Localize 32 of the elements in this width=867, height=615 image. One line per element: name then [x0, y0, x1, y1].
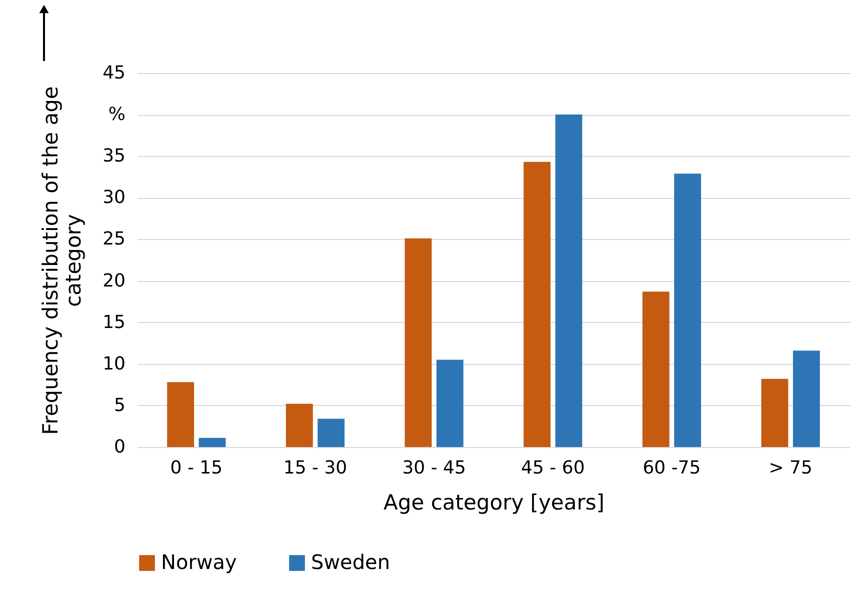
x-axis-title: Age category [years]	[384, 490, 604, 514]
y-tick-label: 0	[114, 436, 126, 458]
bar	[792, 350, 820, 447]
x-tick-label: 60 -75	[642, 458, 701, 478]
bar	[436, 360, 464, 447]
bar	[555, 114, 582, 447]
bar	[286, 404, 313, 447]
y-tick-label: 25	[102, 228, 126, 250]
y-tick-label: 10	[102, 353, 126, 374]
bar	[198, 438, 226, 447]
bar	[167, 382, 194, 447]
bar	[761, 378, 788, 447]
legend-label: Sweden	[311, 550, 390, 574]
x-tick-label: 0 - 15	[170, 458, 223, 478]
bar	[642, 292, 670, 447]
bar	[524, 162, 551, 447]
y-tick-label: 5	[114, 394, 126, 416]
x-tick-label: 30 - 45	[402, 458, 466, 478]
legend-label: Norway	[161, 550, 238, 574]
bar	[674, 174, 702, 447]
bar	[404, 238, 432, 447]
bar	[318, 418, 345, 447]
x-tick-label: 15 - 30	[283, 458, 348, 478]
y-tick-label: 15	[102, 312, 126, 333]
y-tick-label: 20	[102, 270, 126, 292]
y-tick-label: 30	[102, 187, 126, 208]
x-tick-label: 45 - 60	[521, 458, 585, 478]
x-tick-label: > 75	[768, 458, 812, 478]
y-axis-title: Frequency distribution of the age category	[38, 86, 86, 435]
y-tick-label: 45	[102, 62, 126, 84]
y-tick-label: 35	[102, 146, 126, 167]
y-tick-label: %	[108, 104, 126, 126]
